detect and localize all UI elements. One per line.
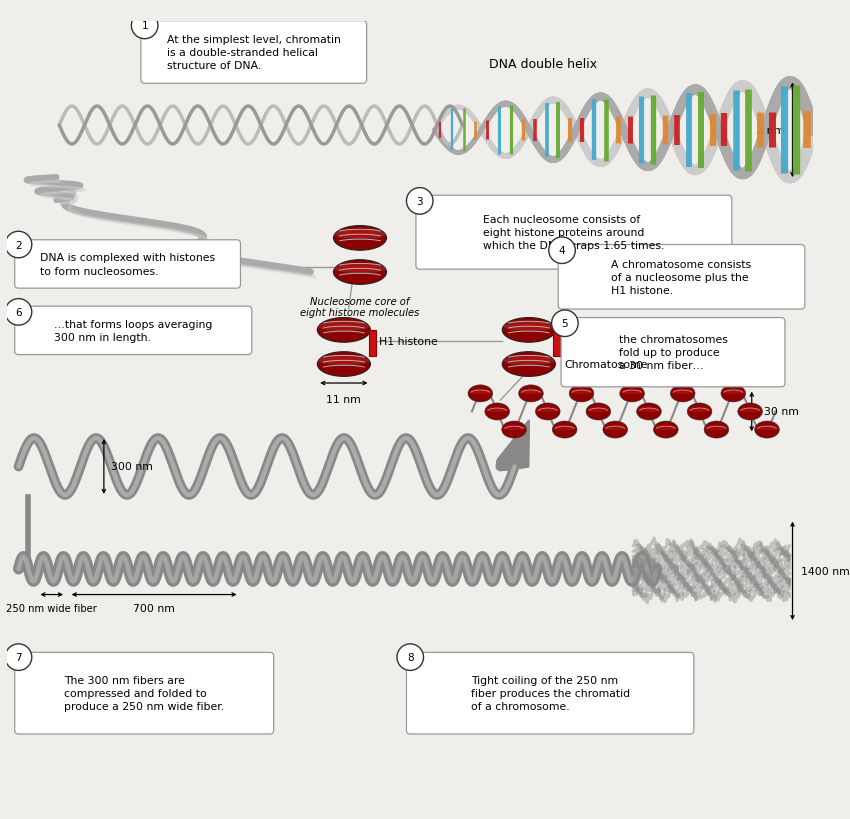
Ellipse shape: [638, 408, 660, 413]
Ellipse shape: [502, 318, 555, 343]
Ellipse shape: [570, 390, 592, 395]
Text: Tight coiling of the 250 nm
fiber produces the chromatid
of a chromosome.: Tight coiling of the 250 nm fiber produc…: [471, 675, 630, 712]
FancyBboxPatch shape: [14, 241, 241, 289]
Circle shape: [552, 310, 578, 337]
Ellipse shape: [688, 404, 712, 420]
Text: …that forms loops averaging
300 nm in length.: …that forms loops averaging 300 nm in le…: [54, 319, 212, 342]
Ellipse shape: [468, 386, 493, 402]
Ellipse shape: [317, 318, 371, 343]
Circle shape: [406, 188, 433, 215]
Text: 30 nm: 30 nm: [764, 407, 799, 417]
Ellipse shape: [654, 426, 677, 431]
Circle shape: [5, 232, 31, 259]
Circle shape: [397, 644, 423, 671]
Ellipse shape: [484, 404, 509, 420]
Text: 2: 2: [15, 240, 22, 251]
Ellipse shape: [333, 226, 387, 251]
Text: 250 nm wide fiber: 250 nm wide fiber: [6, 604, 97, 613]
Ellipse shape: [706, 426, 728, 431]
Ellipse shape: [335, 265, 385, 274]
Ellipse shape: [503, 323, 554, 331]
FancyBboxPatch shape: [406, 653, 694, 734]
Ellipse shape: [587, 408, 609, 413]
Text: 1: 1: [141, 21, 148, 31]
Ellipse shape: [739, 408, 762, 413]
Ellipse shape: [553, 426, 575, 431]
Ellipse shape: [520, 390, 542, 395]
FancyBboxPatch shape: [14, 653, 274, 734]
Text: DNA double helix: DNA double helix: [489, 58, 597, 71]
Text: 700 nm: 700 nm: [133, 604, 175, 613]
Ellipse shape: [502, 422, 526, 438]
Ellipse shape: [469, 390, 491, 395]
Circle shape: [132, 13, 158, 39]
Ellipse shape: [586, 404, 610, 420]
FancyBboxPatch shape: [558, 245, 805, 310]
Ellipse shape: [621, 390, 643, 395]
Text: 2 nm: 2 nm: [756, 125, 785, 136]
FancyBboxPatch shape: [14, 307, 252, 355]
Text: Nucleosome core of
eight histone molecules: Nucleosome core of eight histone molecul…: [300, 296, 420, 318]
Ellipse shape: [672, 390, 694, 395]
Ellipse shape: [688, 408, 711, 413]
Ellipse shape: [721, 386, 745, 402]
Text: The 300 nm fibers are
compressed and folded to
produce a 250 nm wide fiber.: The 300 nm fibers are compressed and fol…: [64, 675, 224, 712]
Text: the chromatosomes
fold up to produce
a 30 nm fiber…: the chromatosomes fold up to produce a 3…: [619, 335, 728, 371]
Text: 4: 4: [558, 246, 565, 256]
FancyBboxPatch shape: [561, 318, 785, 387]
Text: At the simplest level, chromatin
is a double-stranded helical
structure of DNA.: At the simplest level, chromatin is a do…: [167, 34, 341, 71]
Bar: [369, 331, 376, 357]
Circle shape: [5, 299, 31, 326]
Text: 300 nm: 300 nm: [111, 462, 153, 472]
Ellipse shape: [704, 422, 728, 438]
Ellipse shape: [319, 356, 369, 365]
Ellipse shape: [536, 404, 560, 420]
FancyBboxPatch shape: [141, 21, 366, 84]
Ellipse shape: [756, 426, 778, 431]
Circle shape: [549, 238, 575, 265]
Ellipse shape: [654, 422, 678, 438]
Text: 11 nm: 11 nm: [326, 395, 361, 405]
Ellipse shape: [502, 352, 555, 377]
Text: 5: 5: [562, 319, 568, 329]
Ellipse shape: [738, 404, 762, 420]
Ellipse shape: [317, 352, 371, 377]
Text: 3: 3: [416, 197, 423, 206]
Ellipse shape: [620, 386, 644, 402]
Ellipse shape: [603, 422, 627, 438]
Ellipse shape: [518, 386, 543, 402]
Ellipse shape: [333, 260, 387, 285]
Ellipse shape: [722, 390, 745, 395]
Ellipse shape: [637, 404, 661, 420]
Ellipse shape: [536, 408, 559, 413]
FancyBboxPatch shape: [416, 196, 732, 270]
Text: A chromatosome consists
of a nucleosome plus the
H1 histone.: A chromatosome consists of a nucleosome …: [611, 260, 751, 296]
Text: DNA is complexed with histones
to form nucleosomes.: DNA is complexed with histones to form n…: [40, 253, 215, 276]
Ellipse shape: [319, 323, 369, 331]
Ellipse shape: [503, 356, 554, 365]
Ellipse shape: [486, 408, 508, 413]
Ellipse shape: [570, 386, 594, 402]
Ellipse shape: [755, 422, 779, 438]
Ellipse shape: [671, 386, 695, 402]
Text: Each nucleosome consists of
eight histone proteins around
which the DNA wraps 1.: Each nucleosome consists of eight histon…: [483, 215, 665, 251]
Text: 1400 nm: 1400 nm: [801, 566, 850, 576]
Text: 8: 8: [407, 653, 414, 663]
Text: H1 histone: H1 histone: [379, 337, 438, 347]
Ellipse shape: [335, 231, 385, 239]
Text: 6: 6: [15, 307, 22, 318]
Ellipse shape: [552, 422, 577, 438]
Bar: [553, 331, 561, 357]
Text: 7: 7: [15, 653, 22, 663]
Circle shape: [5, 644, 31, 671]
Ellipse shape: [503, 426, 525, 431]
Text: Chromatosome: Chromatosome: [565, 360, 649, 369]
Ellipse shape: [604, 426, 626, 431]
